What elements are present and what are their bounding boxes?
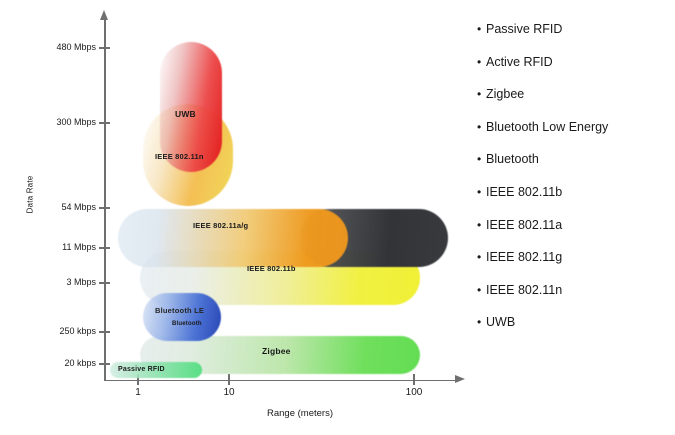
y-tick-mark (99, 282, 110, 284)
legend-item-active-rfid: • Active RFID (477, 55, 673, 69)
blob-label-zigbee: Zigbee (262, 346, 291, 356)
y-tick-label-54mbps: 54 Mbps (61, 202, 96, 212)
blob-label-bluetooth-le: Bluetooth LE (155, 306, 205, 315)
blob-label-uwb: UWB (175, 109, 196, 119)
x-axis-arrow-icon (455, 375, 465, 383)
legend-item-label: IEEE 802.11b (486, 184, 563, 199)
x-tick-label-1: 1 (135, 387, 141, 398)
y-axis-title: Data Rate (25, 175, 35, 214)
x-axis-title: Range (meters) (267, 408, 333, 419)
y-tick-label-20kbps: 20 kbps (64, 358, 96, 368)
x-tick-mark (228, 374, 230, 385)
legend-item-label: UWB (486, 315, 516, 330)
blob-label-passive-rfid: Passive RFID (118, 366, 165, 373)
bullet-icon: • (477, 184, 482, 199)
bullet-icon: • (477, 250, 482, 265)
legend-item-label: Passive RFID (486, 22, 563, 36)
x-axis-line (104, 379, 458, 381)
y-tick-label-3mbps: 3 Mbps (66, 277, 96, 287)
legend-item-uwb: • UWB (477, 315, 673, 329)
legend-item-zigbee: • Zigbee (477, 87, 673, 101)
legend-item-label: IEEE 802.11a (486, 217, 563, 232)
legend-item-ieee-80211n: • IEEE 802.11n (477, 283, 673, 297)
x-tick-label-100: 100 (405, 387, 423, 398)
y-tick-mark (99, 207, 110, 209)
legend-item-label: Bluetooth (486, 152, 539, 167)
blob-label-ieee-80211b: IEEE 802.11b (247, 264, 296, 273)
legend-item-label: Bluetooth Low Energy (486, 119, 609, 134)
legend-item-label: Zigbee (486, 87, 525, 102)
y-tick-label-480mbps: 480 Mbps (56, 42, 96, 52)
chart-plot-area: 480 Mbps 300 Mbps 54 Mbps 11 Mbps 3 Mbps… (25, 10, 465, 419)
bullet-icon: • (477, 217, 482, 232)
blob-uwb (160, 42, 222, 172)
bullet-icon: • (477, 282, 482, 297)
x-tick-mark (413, 374, 415, 385)
legend-item-ieee-80211a: • IEEE 802.11a (477, 218, 673, 232)
x-tick-mark (137, 374, 139, 385)
blob-label-ieee-80211n: IEEE 802.11n (155, 152, 204, 161)
legend-item-passive-rfid: • Passive RFID (477, 22, 673, 36)
y-tick-mark (99, 122, 110, 124)
blob-label-bluetooth: Bluetooth (172, 321, 202, 327)
y-tick-label-11mbps: 11 Mbps (62, 242, 96, 252)
legend-item-ieee-80211b: • IEEE 802.11b (477, 185, 673, 199)
blob-passive-rfid (110, 362, 202, 378)
y-tick-mark (99, 47, 110, 49)
blob-bluetooth-le (143, 293, 221, 341)
y-axis-line (104, 18, 106, 381)
legend-list: • Passive RFID • Active RFID • Zigbee • … (477, 22, 673, 348)
legend-item-label: IEEE 802.11g (486, 250, 563, 265)
bullet-icon: • (477, 315, 482, 330)
y-tick-mark (99, 247, 110, 249)
blob-label-ieee-80211ag: IEEE 802.11a/g (193, 221, 249, 230)
y-tick-label-250kbps: 250 kbps (59, 326, 96, 336)
x-tick-label-10: 10 (223, 387, 235, 398)
bullet-icon: • (477, 152, 482, 167)
y-axis-arrow-icon (100, 10, 108, 20)
bullet-icon: • (477, 87, 482, 102)
legend-item-bluetooth: • Bluetooth (477, 152, 673, 166)
blob-ieee-80211ag (118, 209, 348, 267)
legend-item-label: Active RFID (486, 54, 553, 69)
bullet-icon: • (477, 119, 482, 134)
bullet-icon: • (477, 54, 482, 69)
y-tick-label-300mbps: 300 Mbps (56, 117, 96, 127)
legend-item-ieee-80211g: • IEEE 802.11g (477, 250, 673, 264)
y-tick-mark (99, 331, 110, 333)
bullet-icon: • (477, 22, 482, 36)
legend-item-label: IEEE 802.11n (486, 282, 563, 297)
y-tick-mark (99, 363, 110, 365)
legend-item-bluetooth-low-energy: • Bluetooth Low Energy (477, 120, 673, 134)
